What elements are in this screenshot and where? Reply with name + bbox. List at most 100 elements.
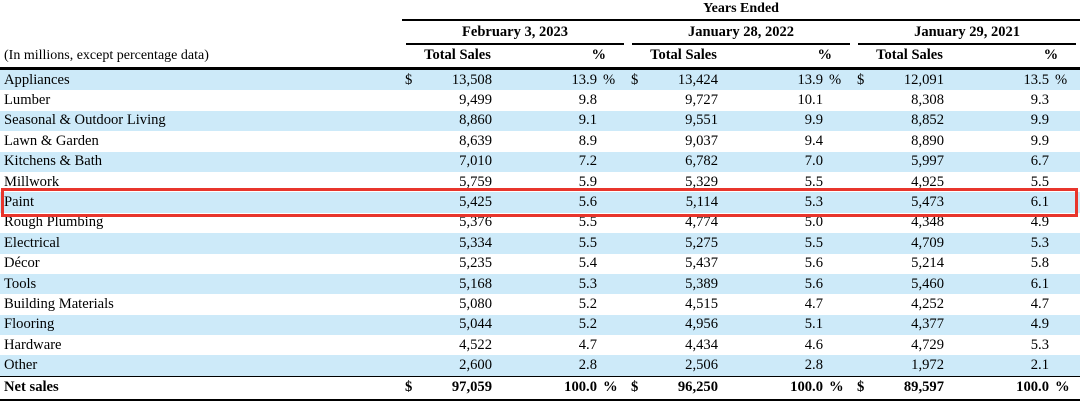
- percent-sign: [824, 254, 854, 274]
- percent-sign: [598, 172, 628, 192]
- currency-symbol: [628, 233, 654, 254]
- total-sales-value: 4,709: [880, 233, 956, 254]
- total-sales-value: 4,956: [654, 314, 730, 336]
- percent-sign: [598, 213, 628, 233]
- currency-symbol: [854, 294, 880, 314]
- row-label: Rough Plumbing: [4, 214, 104, 231]
- percent-value: 9.4: [804, 132, 823, 149]
- percent-header-1: %: [730, 45, 854, 70]
- table-row: Flooring 5,044 5.2 4,956 5.1 4,377 4.9: [0, 314, 1080, 336]
- currency-symbol: [628, 213, 654, 233]
- total-sales-value: 5,329: [685, 173, 718, 190]
- currency-symbol: $: [628, 68, 654, 91]
- percent-sign: [598, 294, 628, 314]
- total-sales-value: 9,499: [459, 91, 492, 108]
- years-ended-header: Years Ended: [402, 0, 1080, 21]
- row-label: Lumber: [4, 91, 51, 108]
- total-sales-value: 8,639: [459, 132, 492, 149]
- total-sales-value: 5,275: [654, 233, 730, 254]
- percent-value: 9.1: [504, 110, 598, 132]
- currency-symbol: [854, 335, 880, 355]
- percent-value: 4.6: [804, 336, 823, 353]
- percent-value: 9.9: [730, 110, 824, 132]
- currency-symbol: [402, 254, 428, 274]
- table-row: Other 2,600 2.8 2,506 2.8 1,972 2.1: [0, 355, 1080, 377]
- currency-symbol: [402, 335, 428, 355]
- percent-value: 6.1: [956, 273, 1050, 295]
- currency-symbol: [628, 314, 654, 336]
- currency-symbol: [402, 213, 428, 233]
- percent-value: 5.6: [730, 273, 824, 295]
- total-sales-value: 5,114: [654, 192, 730, 213]
- percent-value: 6.7: [956, 151, 1050, 172]
- row-label: Tools: [0, 273, 402, 295]
- total-sales-value: 7,010: [428, 151, 504, 172]
- category-rows: Appliances $13,508 13.9% $13,424 13.9% $12,09…: [0, 68, 1080, 402]
- percent-value: 5.6: [504, 192, 598, 213]
- percent-value: 5.3: [730, 192, 824, 213]
- currency-symbol: [402, 314, 428, 336]
- currency-symbol: [628, 273, 654, 295]
- table-row: Lumber 9,499 9.8 9,727 10.1 8,308 9.3: [0, 90, 1080, 110]
- percent-value: 100.0: [504, 375, 598, 402]
- total-sales-value: 4,377: [880, 314, 956, 336]
- total-sales-header-2: Total Sales: [854, 45, 956, 70]
- currency-symbol: [628, 294, 654, 314]
- total-sales-value: 5,473: [880, 192, 956, 213]
- percent-sign: [1050, 273, 1080, 295]
- percent-value: 5.1: [730, 314, 824, 336]
- total-sales-value: 5,376: [459, 214, 492, 231]
- percent-value: 9.3: [1030, 91, 1049, 108]
- row-label: Other: [0, 355, 402, 377]
- percent-sign: [1050, 355, 1080, 377]
- total-sales-value: 5,759: [459, 173, 492, 190]
- table-row: Seasonal & Outdoor Living 8,860 9.1 9,551 9.…: [0, 110, 1080, 132]
- percent-value: 2.1: [956, 355, 1050, 377]
- percent-value: 5.5: [804, 173, 823, 190]
- currency-symbol: [854, 90, 880, 110]
- total-sales-value: 9,727: [685, 91, 718, 108]
- table-row: Paint 5,425 5.6 5,114 5.3 5,473 6.1: [0, 192, 1080, 213]
- total-sales-value: 5,437: [685, 255, 718, 272]
- currency-symbol: [854, 151, 880, 172]
- total-sales-value: 8,852: [880, 110, 956, 132]
- percent-sign: %: [824, 375, 854, 402]
- total-sales-value: 5,460: [880, 273, 956, 295]
- currency-symbol: [628, 192, 654, 213]
- percent-sign: [1050, 335, 1080, 355]
- percent-sign: %: [1050, 375, 1080, 402]
- total-sales-value: 5,389: [654, 273, 730, 295]
- percent-value: 4.7: [804, 295, 823, 312]
- currency-symbol: [628, 355, 654, 377]
- row-label: Appliances: [0, 68, 402, 91]
- percent-value: 10.1: [797, 91, 823, 108]
- total-sales-value: 9,551: [654, 110, 730, 132]
- percent-value: 5.3: [956, 233, 1050, 254]
- total-sales-value: 13,508: [428, 68, 504, 91]
- percent-sign: [824, 131, 854, 151]
- total-sales-value: 97,059: [428, 375, 504, 402]
- header-spacer: [0, 20, 402, 45]
- total-sales-value: 12,091: [880, 68, 956, 91]
- total-sales-value: 5,044: [428, 314, 504, 336]
- currency-symbol: [854, 355, 880, 377]
- percent-sign: [598, 131, 628, 151]
- table-row: Décor 5,235 5.4 5,437 5.6 5,214 5.8: [0, 254, 1080, 274]
- percent-sign: [1050, 110, 1080, 132]
- percent-header-0: %: [504, 45, 628, 70]
- percent-value: 4.7: [578, 336, 597, 353]
- percent-value: 6.1: [956, 192, 1050, 213]
- row-label: Seasonal & Outdoor Living: [0, 110, 402, 132]
- period-header-jan-29-2021: January 29, 2021: [854, 20, 1080, 45]
- row-label: Building Materials: [4, 295, 114, 312]
- percent-sign: [1050, 294, 1080, 314]
- row-label: Lawn & Garden: [4, 132, 99, 149]
- row-label: Kitchens & Bath: [0, 151, 402, 172]
- currency-symbol: [628, 335, 654, 355]
- total-sales-value: 4,774: [685, 214, 718, 231]
- percent-value: 5.9: [578, 173, 597, 190]
- percent-sign: [598, 151, 628, 172]
- percent-value: 9.9: [1030, 132, 1049, 149]
- percent-value: 5.4: [578, 255, 597, 272]
